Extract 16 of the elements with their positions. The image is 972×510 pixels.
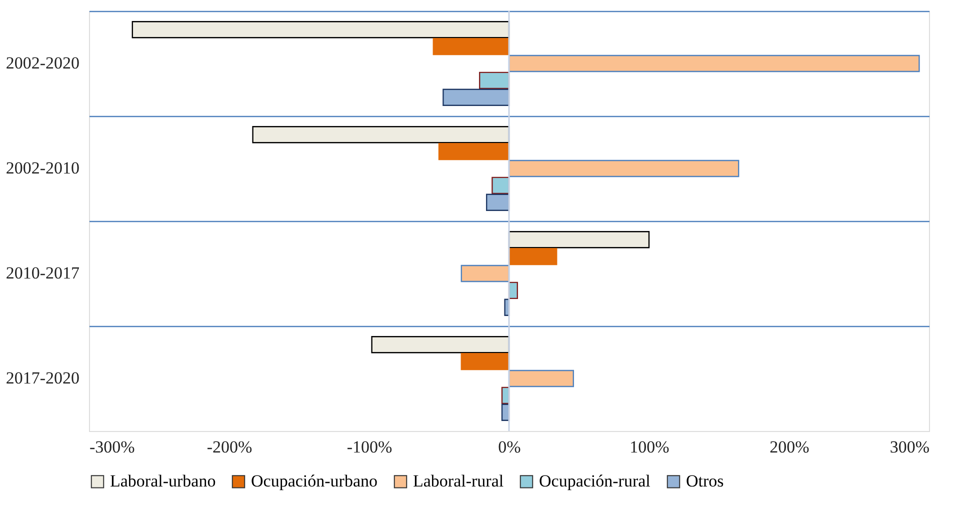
x-tick-label: 0% bbox=[498, 438, 521, 456]
x-tick-label: -200% bbox=[206, 438, 252, 456]
x-tick-label: -100% bbox=[346, 438, 392, 456]
y-tick-label: 2010-2017 bbox=[6, 264, 80, 282]
y-tick-label: 2002-2010 bbox=[6, 158, 80, 178]
x-tick-label: 300% bbox=[890, 438, 930, 456]
legend-label: Ocupación-rural bbox=[539, 472, 651, 491]
x-tick-label: 200% bbox=[770, 438, 810, 456]
legend-label: Laboral-rural bbox=[413, 472, 504, 491]
legend-label: Otros bbox=[686, 472, 724, 491]
x-tick-label: -300% bbox=[90, 438, 135, 456]
legend-label: Laboral-urbano bbox=[110, 472, 216, 491]
legend-label: Ocupación-urbano bbox=[251, 472, 378, 491]
x-tick-label: 100% bbox=[630, 438, 670, 456]
y-tick-label: 2002-2020 bbox=[6, 54, 80, 72]
y-tick-label: 2017-2020 bbox=[6, 368, 80, 388]
